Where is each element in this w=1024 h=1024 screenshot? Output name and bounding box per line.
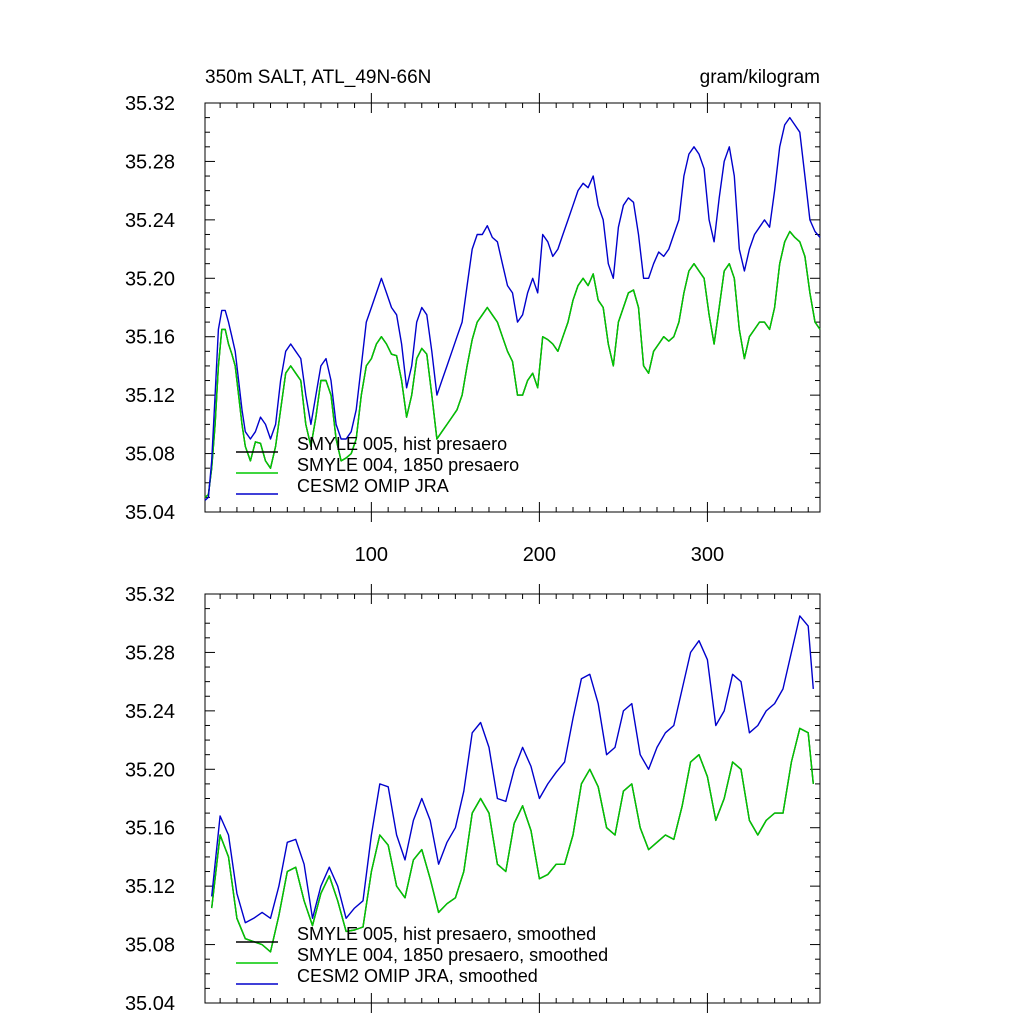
y-tick-label: 35.20 [125,759,175,781]
x-tick-label: 200 [523,544,556,566]
y-tick-label: 35.24 [125,210,175,232]
series-line-1 [204,230,821,498]
series-line-2 [211,615,814,924]
chart-title: 350m SALT, ATL_49N-66N [205,67,431,88]
top-panel: 35.04 35.08 35.12 35.16 35.20 35.24 35.28 35.32… [125,67,821,566]
y-tick-label: 35.04 [125,993,175,1015]
y-tick-label: 35.32 [125,93,175,115]
y-tick-label: 35.12 [125,876,175,898]
y-tick-label: 35.28 [125,642,175,664]
y-tick-label: 35.04 [125,502,175,524]
legend-label: SMYLE 004, 1850 presaero [297,455,519,475]
y-tick-label: 35.24 [125,701,175,723]
y-tick-label: 35.08 [125,935,175,957]
x-tick-label: 300 [691,544,724,566]
legend-label: SMYLE 005, hist presaero [297,434,507,454]
series-line-0 [211,727,814,953]
legend-label: CESM2 OMIP JRA, smoothed [297,966,538,986]
y-tick-label: 35.16 [125,818,175,840]
chart-units: gram/kilogram [700,67,820,88]
y-tick-label: 35.28 [125,151,175,173]
y-tick-label: 35.32 [125,584,175,606]
bottom-panel: 35.04 35.08 35.12 35.16 35.20 35.24 35.28 35.32… [125,584,821,1015]
x-tick-label: 100 [355,544,388,566]
legend-label: SMYLE 004, 1850 presaero, smoothed [297,945,608,965]
legend-label: SMYLE 005, hist presaero, smoothed [297,924,596,944]
y-tick-label: 35.08 [125,444,175,466]
series-line-2 [204,116,821,501]
y-tick-label: 35.16 [125,327,175,349]
series-line-1 [211,727,814,953]
y-tick-label: 35.20 [125,268,175,290]
y-tick-label: 35.12 [125,385,175,407]
legend-label: CESM2 OMIP JRA [297,476,449,496]
